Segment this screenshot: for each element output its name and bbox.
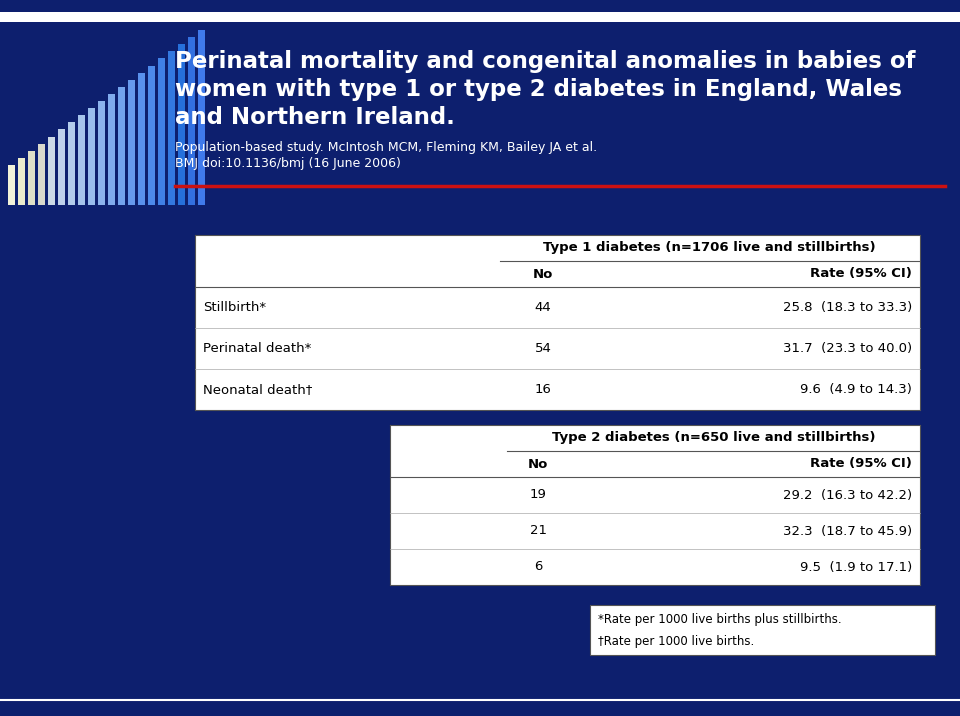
Text: 9.6  (4.9 to 14.3): 9.6 (4.9 to 14.3) (800, 383, 912, 396)
Bar (195, 235, 920, 410)
Bar (148, 66, 155, 205)
Text: 32.3  (18.7 to 45.9): 32.3 (18.7 to 45.9) (782, 525, 912, 538)
Bar (198, 30, 205, 205)
Text: Stillbirth*: Stillbirth* (203, 301, 266, 314)
Text: Population-based study. McIntosh MCM, Fleming KM, Bailey JA et al.: Population-based study. McIntosh MCM, Fl… (175, 141, 597, 154)
Bar (38, 144, 45, 205)
Bar (168, 52, 175, 205)
Bar (58, 130, 65, 205)
Text: 21: 21 (530, 525, 547, 538)
Text: No: No (528, 458, 548, 470)
Text: BMJ doi:10.1136/bmj (16 June 2006): BMJ doi:10.1136/bmj (16 June 2006) (175, 157, 401, 170)
Text: 9.5  (1.9 to 17.1): 9.5 (1.9 to 17.1) (800, 561, 912, 574)
Text: and Northern Ireland.: and Northern Ireland. (175, 106, 455, 129)
Bar (18, 158, 25, 205)
Text: 44: 44 (535, 301, 551, 314)
Bar (0, 12, 960, 22)
Bar (158, 59, 165, 205)
Text: 54: 54 (535, 342, 551, 355)
Bar (48, 137, 55, 205)
Bar (78, 115, 85, 205)
Bar (88, 108, 95, 205)
Text: Perinatal death*: Perinatal death* (203, 342, 311, 355)
Text: 19: 19 (530, 488, 547, 501)
Text: Rate (95% CI): Rate (95% CI) (810, 458, 912, 470)
Bar (98, 101, 105, 205)
Text: Perinatal mortality and congenital anomalies in babies of: Perinatal mortality and congenital anoma… (175, 50, 916, 73)
Text: Rate (95% CI): Rate (95% CI) (810, 268, 912, 281)
Bar (590, 605, 935, 655)
Bar (108, 94, 115, 205)
Text: women with type 1 or type 2 diabetes in England, Wales: women with type 1 or type 2 diabetes in … (175, 78, 902, 101)
Bar (128, 79, 135, 205)
Text: No: No (533, 268, 553, 281)
Text: *Rate per 1000 live births plus stillbirths.: *Rate per 1000 live births plus stillbir… (598, 612, 842, 626)
Text: 31.7  (23.3 to 40.0): 31.7 (23.3 to 40.0) (782, 342, 912, 355)
Text: †Rate per 1000 live births.: †Rate per 1000 live births. (598, 634, 755, 647)
Bar (68, 122, 75, 205)
Bar (390, 425, 920, 585)
Text: Type 2 diabetes (n=650 live and stillbirths): Type 2 diabetes (n=650 live and stillbir… (552, 432, 876, 445)
Text: 29.2  (16.3 to 42.2): 29.2 (16.3 to 42.2) (782, 488, 912, 501)
Bar (138, 72, 145, 205)
Text: 16: 16 (535, 383, 551, 396)
Bar (178, 44, 185, 205)
Text: Type 1 diabetes (n=1706 live and stillbirths): Type 1 diabetes (n=1706 live and stillbi… (543, 241, 876, 254)
Text: 25.8  (18.3 to 33.3): 25.8 (18.3 to 33.3) (782, 301, 912, 314)
Bar (28, 151, 35, 205)
Bar (188, 37, 195, 205)
Text: 6: 6 (534, 561, 542, 574)
Bar (8, 165, 15, 205)
Bar (118, 87, 125, 205)
Text: Neonatal death†: Neonatal death† (203, 383, 312, 396)
